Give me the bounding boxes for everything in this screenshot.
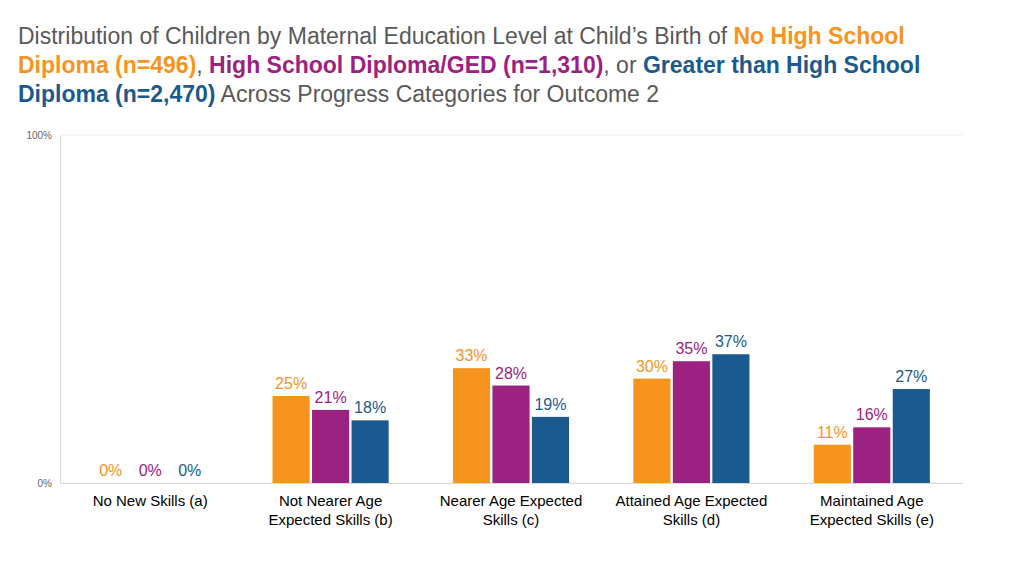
series (352, 354, 930, 483)
data-label: 30% (636, 358, 668, 375)
bar (352, 420, 389, 483)
x-tick: Not Nearer Age Expected Skills (b) (268, 492, 392, 529)
data-label: 0% (99, 462, 122, 479)
title-series-name: Greater than High School (643, 52, 927, 78)
y-tick: 100% (26, 130, 60, 141)
title-series-name: Diploma (n=496) (18, 52, 196, 78)
x-tick-label-line: Attained Age Expected (616, 492, 768, 509)
title-line: Diploma (n=496), High School Diploma/GED… (18, 52, 927, 78)
x-tick-label-line: Skills (c) (483, 511, 540, 528)
y-axis-line (60, 136, 61, 484)
x-axis-line (61, 483, 963, 484)
x-tick-label-line: No New Skills (a) (93, 492, 208, 509)
bar (492, 386, 529, 483)
data-label: 28% (495, 365, 527, 382)
x-tick: No New Skills (a) (93, 492, 208, 509)
title-text: Across Progress Categories for Outcome 2 (215, 81, 659, 107)
title-line: Distribution of Children by Maternal Edu… (18, 23, 911, 49)
bar (453, 368, 490, 483)
bar (673, 361, 710, 483)
bars (273, 354, 930, 483)
data-label: 11% (817, 424, 848, 441)
title-line: Diploma (n=2,470) Across Progress Catego… (18, 81, 659, 107)
data-label: 33% (455, 347, 487, 364)
grid (60, 135, 962, 483)
bar (712, 354, 749, 483)
x-axis: No New Skills (a) Not Nearer Age Expected … (61, 484, 963, 529)
bar (312, 410, 349, 483)
data-label: 18% (354, 399, 386, 416)
title-text: , or (603, 52, 643, 78)
x-tick: Maintained Age Expected Skills (e) (810, 492, 934, 529)
series (312, 361, 890, 483)
title: Distribution of Children by Maternal Edu… (18, 23, 927, 107)
x-tick: Nearer Age Expected Skills (c) (440, 492, 583, 529)
x-tick-label: Attained Age Expected Skills (d) (616, 492, 768, 529)
y-axis: 0% 100% (26, 130, 60, 489)
data-label: 19% (534, 396, 566, 413)
series (273, 368, 851, 483)
bar (893, 389, 930, 483)
x-tick-label-line: Expected Skills (b) (268, 511, 392, 528)
title-series-name: Diploma (n=2,470) (18, 81, 215, 107)
x-tick-label: Nearer Age Expected Skills (c) (440, 492, 583, 529)
bar (273, 396, 310, 483)
y-tick: 0% (38, 478, 60, 489)
bar (92, 483, 129, 484)
data-label: 37% (715, 333, 747, 350)
title-series-name: High School Diploma/GED (n=1,310) (209, 52, 603, 78)
y-tick-label: 0% (38, 478, 53, 489)
bar (132, 483, 169, 484)
bar (532, 417, 569, 483)
x-tick-label-line: Not Nearer Age (279, 492, 382, 509)
x-tick-label-line: Nearer Age Expected (440, 492, 583, 509)
data-label: 0% (178, 462, 201, 479)
title-text: Distribution of Children by Maternal Edu… (18, 23, 734, 49)
x-tick-label: No New Skills (a) (93, 492, 208, 509)
data-label: 0% (139, 462, 162, 479)
x-tick-label-line: Skills (d) (663, 511, 721, 528)
x-tick-label: Maintained Age Expected Skills (e) (810, 492, 934, 529)
chart: Distribution of Children by Maternal Edu… (0, 0, 1024, 576)
bar (171, 483, 208, 484)
bar (853, 427, 890, 483)
data-label: 27% (895, 368, 927, 385)
background (0, 0, 1024, 576)
data-label: 35% (675, 340, 707, 357)
bar (633, 379, 670, 483)
x-tick-label-line: Expected Skills (e) (810, 511, 934, 528)
x-tick-label-line: Maintained Age (820, 492, 923, 509)
title-text: , (196, 52, 209, 78)
bar (814, 445, 851, 483)
data-label: 25% (275, 375, 307, 392)
grid-line (60, 135, 962, 136)
x-tick-label: Not Nearer Age Expected Skills (b) (268, 492, 392, 529)
data-label: 21% (315, 389, 347, 406)
data-labels: 0% 25% 33% 30% 11% 0% 21% 28% 35% 16% 0% 18% 19% 37% 2… (99, 333, 927, 479)
data-label: 16% (856, 406, 888, 423)
y-tick-label: 100% (26, 130, 52, 141)
title-series-name: No High School (734, 23, 912, 49)
x-tick: Attained Age Expected Skills (d) (616, 492, 768, 529)
